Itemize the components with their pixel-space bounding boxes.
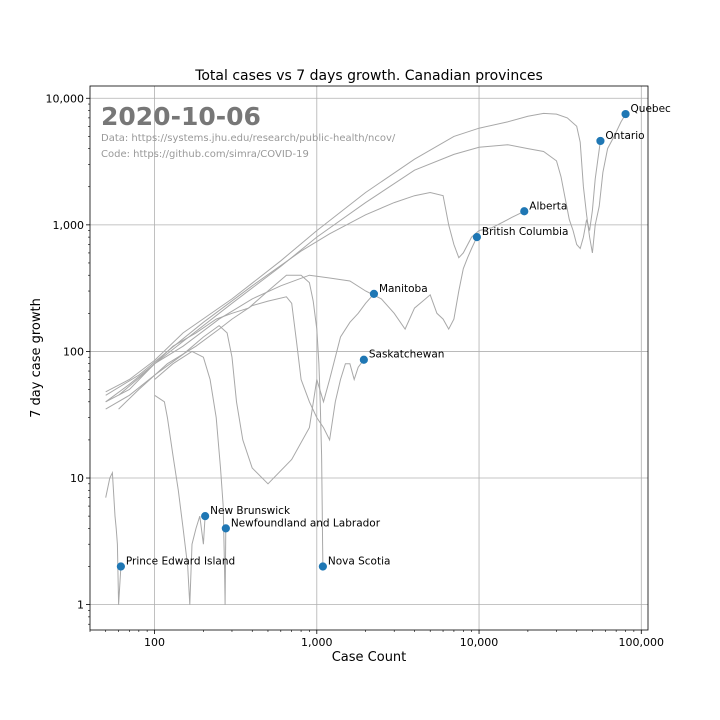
label-nova-scotia: Nova Scotia: [328, 555, 391, 567]
y-tick-label: 100: [63, 345, 84, 358]
y-tick-label: 1: [77, 599, 84, 612]
province-labels: Quebec Ontario Alberta British Columbia Mani…: [126, 103, 671, 567]
marker-saskatchewan: [359, 355, 368, 364]
marker-nova-scotia: [318, 562, 327, 571]
y-axis-ticks: 1 10 100 1,000 10,000: [46, 92, 90, 625]
chart-title: Total cases vs 7 days growth. Canadian p…: [194, 68, 543, 84]
trace-saskatchewan: [118, 296, 365, 442]
trace-new-brunswick: [154, 394, 206, 605]
province-traces: [105, 112, 627, 605]
data-source-annotation: Data: https://systems.jhu.edu/research/p…: [101, 133, 396, 144]
y-axis-label: 7 day case growth: [29, 298, 44, 418]
y-tick-label: 10,000: [46, 92, 85, 105]
trace-nova-scotia: [118, 274, 324, 567]
trace-alberta: [105, 191, 525, 396]
x-tick-label: 10,000: [460, 636, 499, 649]
y-tick-label: 1,000: [53, 219, 85, 232]
marker-new-brunswick: [201, 512, 210, 521]
province-markers: [116, 109, 630, 571]
trace-newfoundland-and-labrador: [154, 350, 227, 605]
marker-manitoba: [369, 289, 379, 298]
grid-lines: [90, 86, 648, 630]
code-source-annotation: Code: https://github.com/simra/COVID-19: [101, 149, 309, 160]
label-manitoba: Manitoba: [379, 283, 428, 295]
plot-area: [90, 86, 648, 630]
x-axis-label: Case Count: [332, 650, 407, 665]
label-newfoundland-and-labrador: Newfoundland and Labrador: [231, 517, 381, 529]
trace-manitoba: [105, 293, 375, 485]
marker-prince-edward-island: [116, 562, 125, 571]
y-tick-label: 10: [70, 472, 84, 485]
x-axis-ticks: 100 1,000 10,000 100,000: [89, 630, 665, 649]
marker-ontario: [596, 136, 605, 146]
label-prince-edward-island: Prince Edward Island: [126, 555, 235, 567]
x-tick-label: 1,000: [301, 636, 333, 649]
trace-quebec: [105, 112, 627, 393]
x-tick-label: 100: [144, 636, 165, 649]
marker-alberta: [520, 207, 529, 216]
label-alberta: Alberta: [529, 200, 567, 212]
trace-prince-edward-island: [105, 470, 122, 605]
label-saskatchewan: Saskatchewan: [369, 349, 445, 361]
label-ontario: Ontario: [605, 130, 644, 142]
label-new-brunswick: New Brunswick: [210, 505, 291, 517]
x-tick-label: 100,000: [619, 636, 665, 649]
marker-british-columbia: [472, 233, 481, 242]
label-british-columbia: British Columbia: [482, 226, 569, 238]
marker-quebec: [621, 109, 630, 119]
marker-newfoundland-and-labrador: [221, 524, 230, 533]
label-quebec: Quebec: [631, 103, 672, 115]
trace-ontario: [105, 140, 601, 403]
plot-frame: [89, 85, 649, 631]
date-annotation: 2020-10-06: [101, 102, 261, 131]
